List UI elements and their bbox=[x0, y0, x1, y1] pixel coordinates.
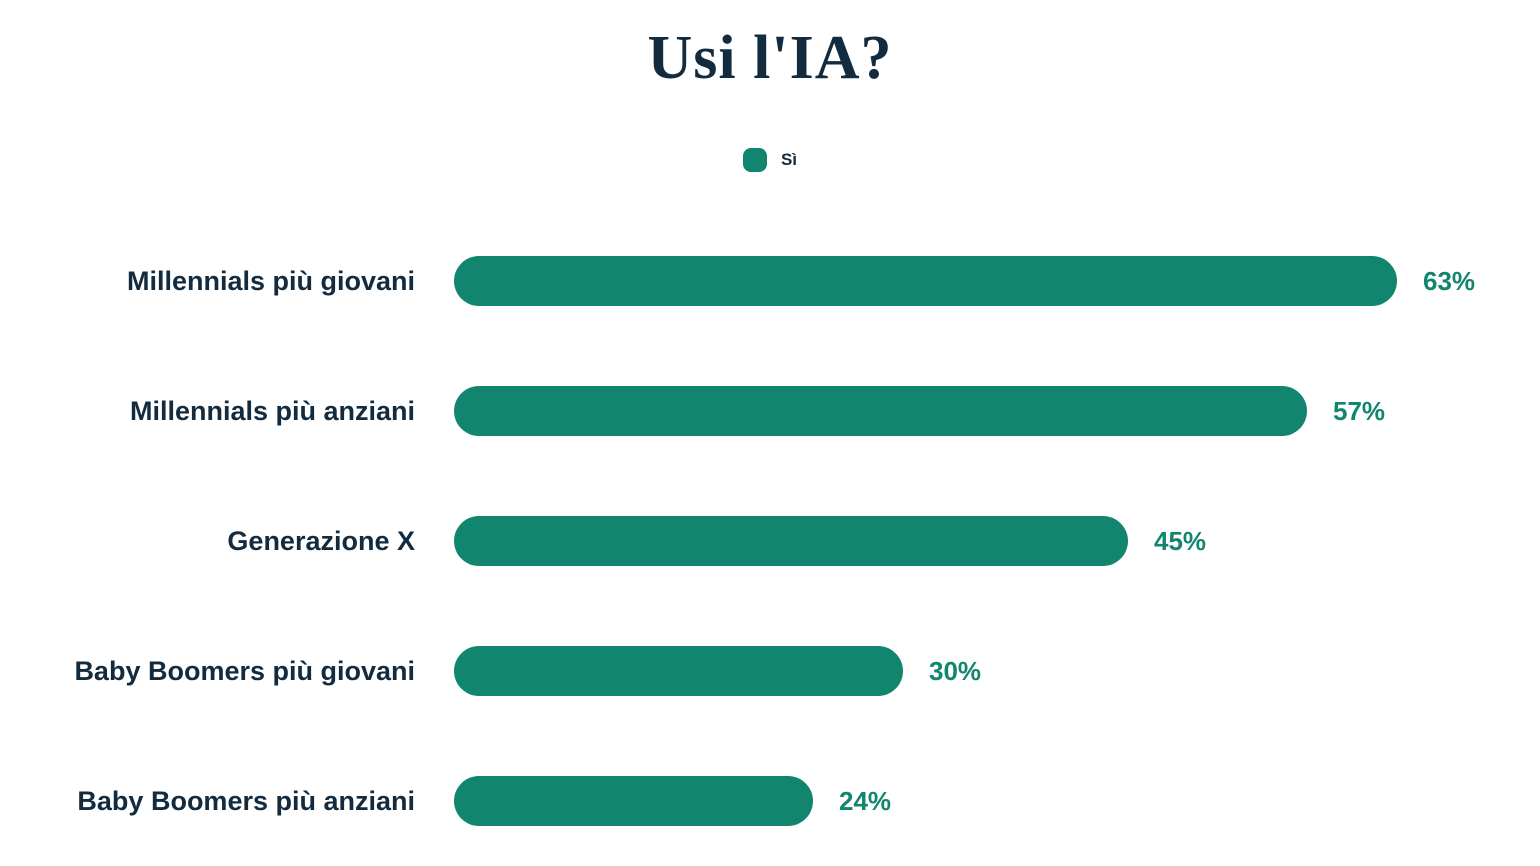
bar-track: 45% bbox=[454, 516, 1540, 567]
bar-rows: Millennials più giovani 63% Millennials pi… bbox=[0, 216, 1540, 866]
bar-chart: Usi l'IA? Sì Millennials più giovani 63% M… bbox=[0, 24, 1540, 827]
category-label: Millennials più giovani bbox=[126, 265, 415, 296]
legend: Sì bbox=[0, 147, 1540, 172]
bar-track: 63% bbox=[454, 256, 1540, 307]
legend-swatch-icon bbox=[742, 147, 767, 172]
category-label: Baby Boomers più anziani bbox=[77, 785, 415, 816]
bar bbox=[454, 386, 1307, 437]
category-label: Millennials più anziani bbox=[129, 395, 415, 426]
bar bbox=[454, 776, 813, 827]
category-label: Baby Boomers più giovani bbox=[74, 655, 415, 686]
bar-track: 24% bbox=[454, 776, 1540, 827]
bar-row: Baby Boomers più anziani 24% bbox=[0, 736, 1540, 866]
bar-track: 57% bbox=[454, 386, 1540, 437]
bar-value-label: 24% bbox=[839, 785, 892, 816]
bar-row: Generazione X 45% bbox=[0, 476, 1540, 606]
bar-value-label: 63% bbox=[1423, 265, 1476, 296]
chart-title: Usi l'IA? bbox=[647, 24, 893, 92]
bar-row: Millennials più giovani 63% bbox=[0, 216, 1540, 346]
legend-label: Sì bbox=[780, 149, 798, 169]
category-label: Generazione X bbox=[227, 525, 415, 556]
bar-value-label: 30% bbox=[929, 655, 982, 686]
bar-value-label: 57% bbox=[1333, 395, 1386, 426]
bar bbox=[454, 516, 1128, 567]
bar-track: 30% bbox=[454, 646, 1540, 697]
bar-row: Baby Boomers più giovani 30% bbox=[0, 606, 1540, 736]
bar bbox=[454, 256, 1397, 307]
bar-row: Millennials più anziani 57% bbox=[0, 346, 1540, 476]
bar bbox=[454, 646, 903, 697]
bar-value-label: 45% bbox=[1154, 525, 1207, 556]
